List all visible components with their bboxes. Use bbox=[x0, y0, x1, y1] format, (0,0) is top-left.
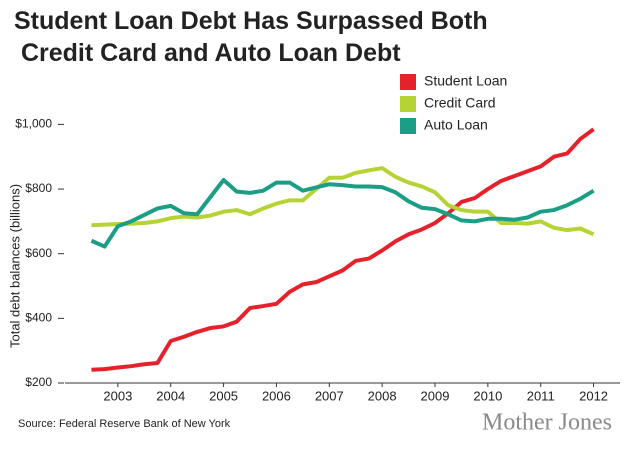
y-tick-label: $600 bbox=[25, 246, 52, 260]
brand: Mother Jones bbox=[482, 410, 612, 436]
y-tick-label: $1,000 bbox=[15, 117, 52, 131]
x-tick-label: 2010 bbox=[473, 388, 502, 403]
x-tick-label: 2009 bbox=[421, 388, 450, 403]
legend-swatch bbox=[400, 118, 416, 134]
x-tick-label: 2003 bbox=[103, 388, 132, 403]
x-tick-label: 2004 bbox=[156, 388, 185, 403]
x-tick-label: 2006 bbox=[262, 388, 291, 403]
legend-label: Credit Card bbox=[424, 95, 496, 111]
x-tick-label: 2005 bbox=[209, 388, 238, 403]
x-tick-label: 2007 bbox=[315, 388, 344, 403]
y-tick-label: $400 bbox=[25, 311, 52, 325]
legend-swatch bbox=[400, 96, 416, 112]
legend-label: Student Loan bbox=[424, 73, 507, 89]
legend-swatch bbox=[400, 74, 416, 90]
x-tick-label: 2011 bbox=[527, 388, 555, 403]
x-tick-label: 2012 bbox=[579, 388, 608, 403]
line bbox=[91, 166, 595, 237]
chart-title: Student Loan Debt Has Surpassed Both Cre… bbox=[14, 7, 488, 67]
x-tick-label: 2008 bbox=[368, 388, 397, 403]
legend-label: Auto Loan bbox=[424, 117, 488, 133]
line bbox=[90, 177, 595, 249]
y-tick-label: $200 bbox=[25, 375, 52, 389]
source: Source: Federal Reserve Bank of New York bbox=[18, 418, 231, 430]
y-tick-label: $800 bbox=[25, 181, 52, 195]
line bbox=[91, 127, 595, 372]
y-axis-label: Total debt balances (billions) bbox=[7, 184, 22, 348]
